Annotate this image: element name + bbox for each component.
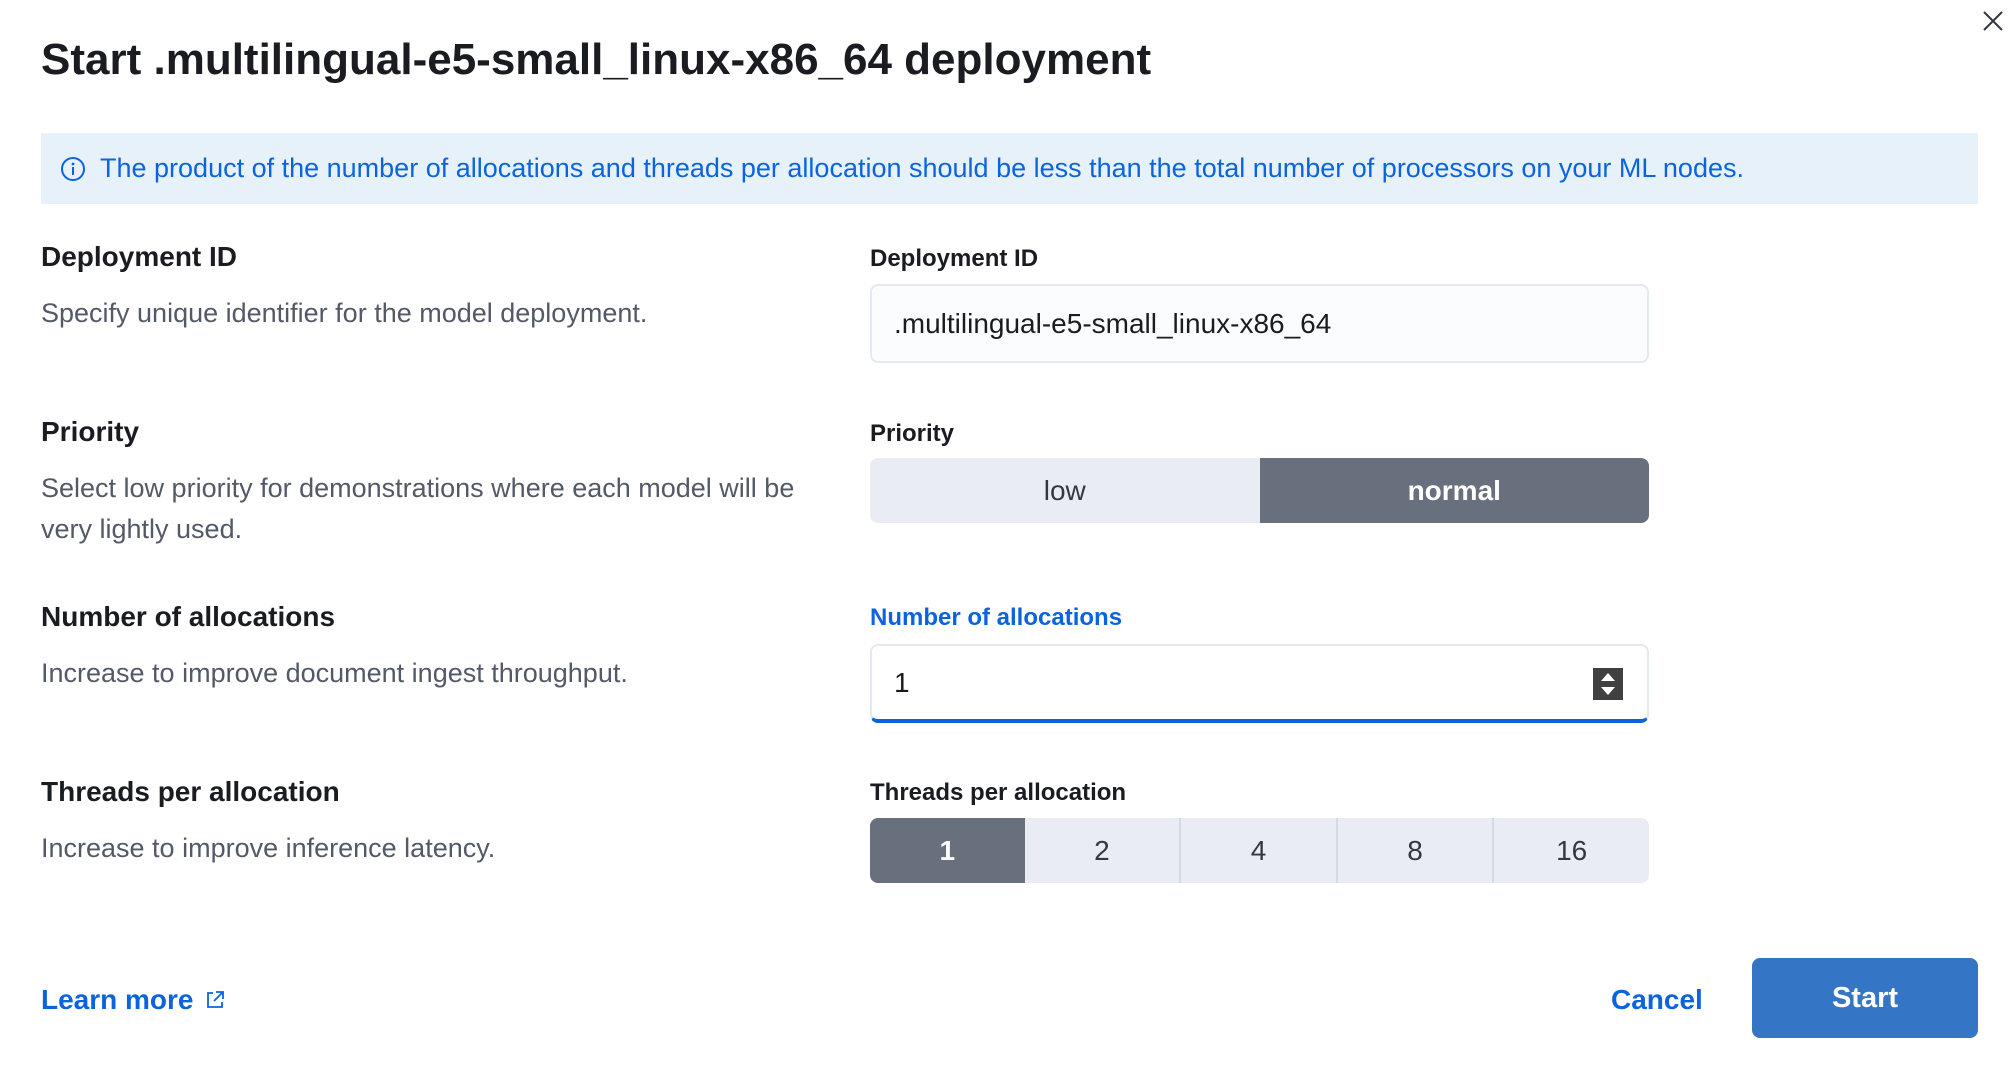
threads-label: Threads per allocation	[870, 779, 1127, 806]
external-link-icon	[206, 991, 224, 1008]
learn-more-label: Learn more	[41, 984, 194, 1015]
callout-text: The product of the number of allocations…	[100, 153, 1744, 183]
threads-heading: Threads per allocation	[41, 776, 340, 807]
priority-option-low[interactable]: low	[1043, 474, 1086, 506]
learn-more-link[interactable]: Learn more	[41, 984, 226, 1016]
modal-title: Start .multilingual-e5-small_linux-x86_6…	[41, 35, 1152, 84]
close-icon	[1983, 11, 2003, 31]
priority-heading: Priority	[41, 416, 140, 447]
deployment-id-label: Deployment ID	[870, 245, 1039, 272]
info-icon	[61, 156, 85, 181]
deployment-id-value: .multilingual-e5-small_linux-x86_64	[894, 307, 1332, 339]
stepper-arrows-icon	[1601, 673, 1615, 695]
threads-option-16[interactable]: 16	[1492, 818, 1649, 883]
deployment-id-input[interactable]: .multilingual-e5-small_linux-x86_64	[870, 284, 1649, 363]
priority-description: Select low priority for demonstrations w…	[41, 473, 795, 544]
threads-option-4[interactable]: 4	[1179, 818, 1336, 883]
threads-description: Increase to improve inference latency.	[41, 833, 496, 863]
allocations-input[interactable]: 1	[870, 644, 1649, 723]
threads-option-8[interactable]: 8	[1335, 818, 1493, 883]
priority-option-normal[interactable]: normal	[1259, 458, 1649, 523]
threads-option-2[interactable]: 2	[1094, 834, 1110, 866]
allocations-label: Number of allocations	[870, 604, 1123, 631]
close-button[interactable]	[1978, 6, 2008, 36]
priority-button-group: low normal	[870, 458, 1649, 523]
number-stepper[interactable]	[1593, 668, 1623, 700]
threads-option-1[interactable]: 1	[870, 818, 1025, 883]
allocations-value: 1	[894, 666, 910, 698]
deployment-id-heading: Deployment ID	[41, 241, 238, 272]
cancel-button[interactable]: Cancel	[1611, 984, 1703, 1015]
allocations-heading: Number of allocations	[41, 601, 336, 632]
allocations-description: Increase to improve document ingest thro…	[41, 658, 628, 688]
start-button[interactable]: Start	[1752, 958, 1978, 1038]
info-callout: The product of the number of allocations…	[41, 133, 1978, 204]
threads-button-group: 1 2 4 8 16	[870, 818, 1649, 883]
priority-label: Priority	[870, 420, 955, 447]
deployment-id-description: Specify unique identifier for the model …	[41, 298, 648, 328]
